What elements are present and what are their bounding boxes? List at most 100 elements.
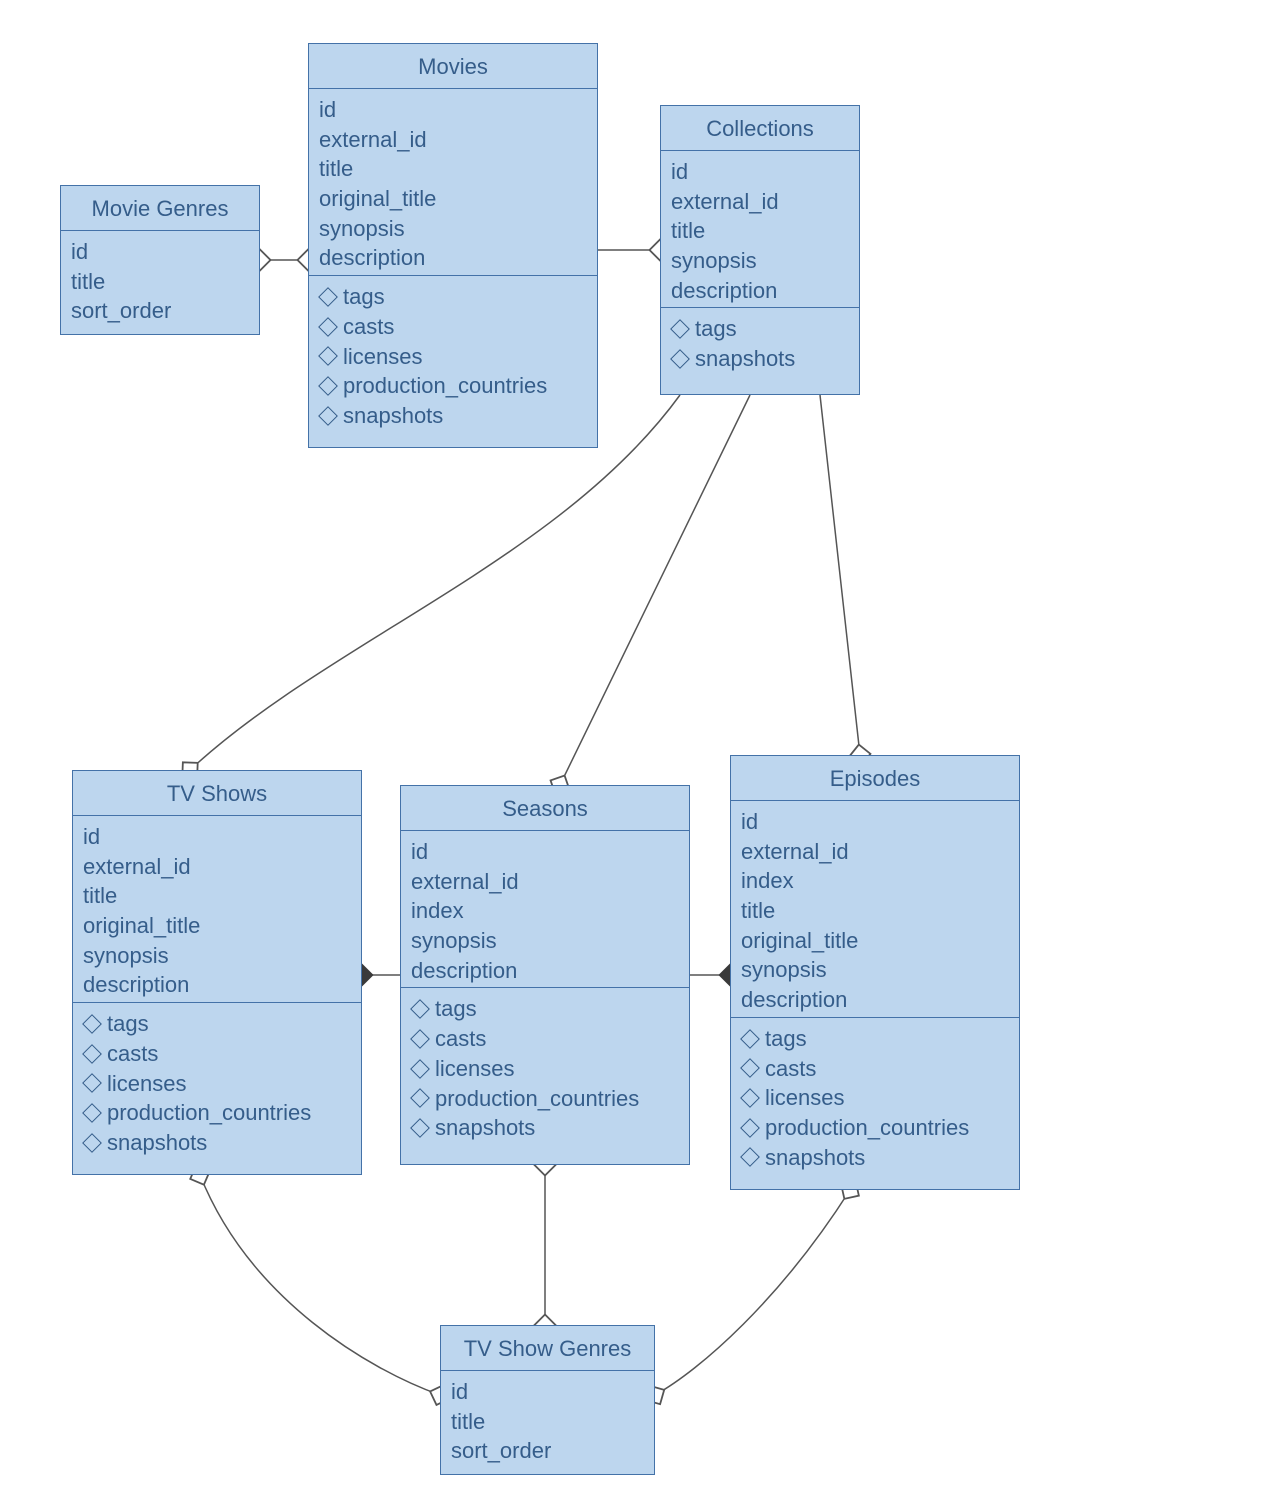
field-row: title xyxy=(71,267,249,297)
entity-tv-shows: TV Shows idexternal_idtitleoriginal_titl… xyxy=(72,770,362,1175)
assoc-row: licenses xyxy=(411,1054,679,1084)
edge xyxy=(200,1175,440,1395)
field-row: synopsis xyxy=(741,955,1009,985)
entity-fields: idexternal_idtitlesynopsisdescriptiontag… xyxy=(661,151,859,382)
assoc-row: tags xyxy=(83,1009,351,1039)
assoc-label: tags xyxy=(107,1009,149,1039)
field-row: synopsis xyxy=(83,941,351,971)
field-row: id xyxy=(83,822,351,852)
field-row: sort_order xyxy=(451,1436,644,1466)
field-row: description xyxy=(319,243,587,273)
entity-title: Episodes xyxy=(731,756,1019,801)
assoc-row: snapshots xyxy=(319,401,587,431)
assoc-row: tags xyxy=(741,1024,1009,1054)
assoc-label: casts xyxy=(435,1024,486,1054)
field-row: original_title xyxy=(319,184,587,214)
assoc-label: licenses xyxy=(343,342,422,372)
field-row: title xyxy=(741,896,1009,926)
assoc-row: licenses xyxy=(83,1069,351,1099)
field-row: original_title xyxy=(741,926,1009,956)
assoc-label: tags xyxy=(695,314,737,344)
entity-seasons: Seasons idexternal_idindexsynopsisdescri… xyxy=(400,785,690,1165)
entity-title: Movies xyxy=(309,44,597,89)
diamond-icon xyxy=(410,1029,430,1049)
diamond-icon xyxy=(410,1088,430,1108)
diamond-icon xyxy=(82,1014,102,1034)
diamond-icon xyxy=(740,1088,760,1108)
assoc-label: casts xyxy=(343,312,394,342)
field-row: synopsis xyxy=(671,246,849,276)
diamond-icon xyxy=(82,1073,102,1093)
assoc-label: snapshots xyxy=(343,401,443,431)
edge xyxy=(560,395,750,785)
entity-fields: idtitlesort_order xyxy=(441,1371,654,1474)
assoc-row: licenses xyxy=(741,1083,1009,1113)
field-row: id xyxy=(319,95,587,125)
assoc-label: production_countries xyxy=(107,1098,311,1128)
assoc-label: licenses xyxy=(435,1054,514,1084)
diamond-icon xyxy=(318,317,338,337)
diamond-icon xyxy=(318,346,338,366)
field-row: description xyxy=(83,970,351,1000)
assoc-row: snapshots xyxy=(741,1143,1009,1173)
diamond-icon xyxy=(318,406,338,426)
field-row: external_id xyxy=(411,867,679,897)
field-row: external_id xyxy=(319,125,587,155)
assoc-row: snapshots xyxy=(671,344,849,374)
assoc-row: production_countries xyxy=(411,1084,679,1114)
diamond-icon xyxy=(740,1148,760,1168)
field-row: external_id xyxy=(671,187,849,217)
assoc-row: casts xyxy=(741,1054,1009,1084)
diamond-icon xyxy=(82,1103,102,1123)
assoc-row: tags xyxy=(671,314,849,344)
entity-title: Collections xyxy=(661,106,859,151)
entity-fields: idexternal_idtitleoriginal_titlesynopsis… xyxy=(73,816,361,1166)
assoc-label: tags xyxy=(343,282,385,312)
field-row: title xyxy=(451,1407,644,1437)
field-row: synopsis xyxy=(319,214,587,244)
diamond-icon xyxy=(318,376,338,396)
diamond-icon xyxy=(82,1044,102,1064)
edge xyxy=(655,1190,850,1395)
diamond-icon xyxy=(740,1118,760,1138)
field-row: title xyxy=(671,216,849,246)
entity-tv-show-genres: TV Show Genres idtitlesort_order xyxy=(440,1325,655,1475)
entity-fields: idtitlesort_order xyxy=(61,231,259,334)
assoc-row: production_countries xyxy=(83,1098,351,1128)
assoc-row: snapshots xyxy=(83,1128,351,1158)
diamond-icon xyxy=(670,349,690,369)
assoc-row: production_countries xyxy=(741,1113,1009,1143)
entity-episodes: Episodes idexternal_idindextitleoriginal… xyxy=(730,755,1020,1190)
entity-fields: idexternal_idtitleoriginal_titlesynopsis… xyxy=(309,89,597,439)
assoc-row: production_countries xyxy=(319,371,587,401)
assoc-label: snapshots xyxy=(765,1143,865,1173)
field-row: sort_order xyxy=(71,296,249,326)
assoc-label: licenses xyxy=(765,1083,844,1113)
assoc-label: licenses xyxy=(107,1069,186,1099)
entity-movie-genres: Movie Genres idtitlesort_order xyxy=(60,185,260,335)
field-row: original_title xyxy=(83,911,351,941)
assoc-label: tags xyxy=(765,1024,807,1054)
diamond-icon xyxy=(318,287,338,307)
field-row: title xyxy=(83,881,351,911)
entity-collections: Collections idexternal_idtitlesynopsisde… xyxy=(660,105,860,395)
diamond-icon xyxy=(740,1058,760,1078)
entity-title: TV Shows xyxy=(73,771,361,816)
diamond-icon xyxy=(740,1029,760,1049)
field-row: id xyxy=(71,237,249,267)
field-row: description xyxy=(411,956,679,986)
assoc-label: snapshots xyxy=(435,1113,535,1143)
field-row: id xyxy=(741,807,1009,837)
field-row: synopsis xyxy=(411,926,679,956)
diamond-icon xyxy=(82,1133,102,1153)
field-row: id xyxy=(411,837,679,867)
assoc-label: production_countries xyxy=(343,371,547,401)
diamond-icon xyxy=(670,319,690,339)
field-row: external_id xyxy=(741,837,1009,867)
field-row: id xyxy=(451,1377,644,1407)
assoc-row: tags xyxy=(411,994,679,1024)
assoc-label: casts xyxy=(107,1039,158,1069)
assoc-label: production_countries xyxy=(765,1113,969,1143)
entity-title: TV Show Genres xyxy=(441,1326,654,1371)
field-row: id xyxy=(671,157,849,187)
